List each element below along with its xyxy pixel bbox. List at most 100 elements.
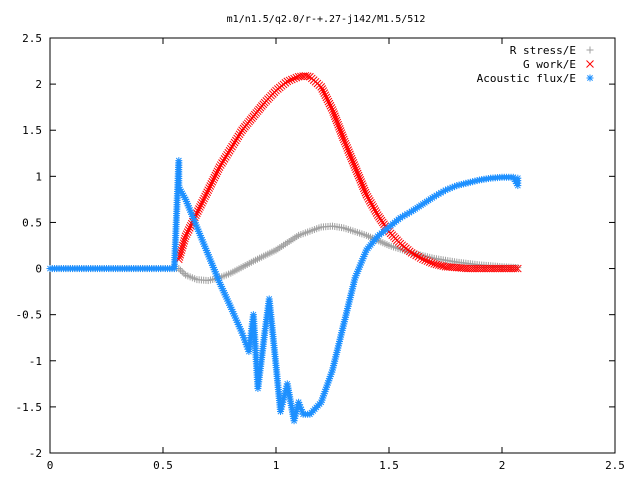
data-point — [228, 142, 236, 151]
data-point — [514, 264, 522, 272]
data-point — [328, 106, 337, 114]
data-point — [180, 237, 189, 245]
data-point — [322, 93, 331, 102]
legend-marker — [586, 74, 594, 82]
data-point — [345, 148, 353, 157]
y-tick-label: -1 — [29, 355, 42, 368]
data-point — [410, 250, 418, 259]
data-point — [207, 180, 216, 188]
data-point — [348, 156, 357, 165]
data-point — [202, 190, 210, 199]
data-point — [360, 186, 369, 195]
data-point — [180, 269, 188, 277]
data-point — [226, 144, 235, 153]
data-point — [183, 228, 192, 236]
data-point — [236, 128, 245, 137]
data-point — [362, 190, 371, 199]
data-point — [215, 163, 224, 171]
data-point — [359, 182, 367, 191]
data-point — [425, 258, 434, 266]
data-point — [332, 116, 341, 125]
data-point — [344, 146, 352, 154]
data-point — [194, 207, 202, 215]
data-point — [181, 234, 189, 243]
data-point — [201, 192, 209, 201]
data-point — [365, 197, 374, 205]
data-point — [177, 248, 185, 257]
y-tick-label: -0.5 — [16, 309, 43, 322]
data-point — [321, 91, 330, 100]
data-point — [195, 205, 203, 213]
data-point — [428, 259, 436, 267]
data-point — [204, 186, 213, 195]
data-point — [235, 130, 244, 139]
data-point — [513, 264, 522, 273]
data-point — [209, 175, 218, 184]
x-tick-label: 2 — [499, 459, 506, 472]
data-point — [327, 103, 336, 112]
data-point — [221, 153, 230, 161]
data-point — [211, 171, 220, 180]
data-point — [179, 239, 188, 248]
data-point — [179, 241, 187, 250]
y-tick-label: 0 — [35, 263, 42, 276]
legend-label: Acoustic flux/E — [477, 72, 576, 85]
data-point — [371, 207, 380, 215]
data-point — [358, 180, 366, 188]
data-point — [352, 167, 361, 176]
data-point — [338, 131, 347, 140]
data-point — [233, 134, 241, 143]
data-point — [342, 141, 351, 150]
data-point — [369, 203, 378, 211]
data-point — [185, 224, 194, 232]
data-point — [208, 177, 217, 186]
data-point — [177, 246, 186, 254]
data-point — [317, 83, 326, 91]
data-point — [329, 108, 338, 116]
data-point — [343, 144, 352, 152]
data-point — [412, 251, 420, 260]
x-tick-label: 2.5 — [605, 459, 625, 472]
data-point — [212, 169, 221, 178]
data-point — [407, 249, 416, 257]
plot-frame — [49, 37, 616, 454]
data-point — [225, 146, 234, 155]
data-point — [234, 132, 243, 141]
data-point — [514, 174, 522, 182]
data-point — [336, 127, 345, 135]
data-point — [229, 140, 238, 149]
data-point — [368, 201, 376, 209]
data-point — [296, 403, 304, 411]
data-point — [339, 135, 348, 144]
y-tick-label: -1.5 — [16, 401, 43, 414]
y-tick-label: 1.5 — [22, 124, 42, 137]
data-point — [363, 192, 372, 201]
data-point — [350, 161, 359, 169]
data-point — [287, 75, 296, 84]
y-tick-label: 2 — [35, 78, 42, 91]
data-point — [361, 188, 370, 197]
data-point — [181, 232, 190, 241]
data-point — [372, 209, 381, 217]
data-point — [218, 159, 226, 167]
data-point — [437, 261, 445, 270]
y-tick-label: 1 — [35, 170, 42, 183]
data-point — [353, 169, 362, 178]
data-point — [419, 255, 427, 264]
data-point — [341, 139, 350, 148]
data-point — [199, 196, 207, 205]
data-point — [333, 118, 342, 127]
data-point — [347, 154, 356, 163]
data-point — [364, 194, 373, 203]
data-point — [206, 182, 215, 190]
data-point — [323, 95, 332, 104]
data-point — [203, 188, 212, 197]
data-point — [231, 136, 240, 145]
data-point — [325, 99, 334, 108]
data-point — [214, 165, 223, 174]
data-point — [430, 260, 439, 268]
data-point — [219, 157, 228, 165]
data-point — [205, 184, 214, 192]
axes: 0 0.5 1 1.5 2 2.5 -2 -1.5 -1 -0.5 0 0.5 1 1.5 2 2.5 — [16, 32, 625, 472]
